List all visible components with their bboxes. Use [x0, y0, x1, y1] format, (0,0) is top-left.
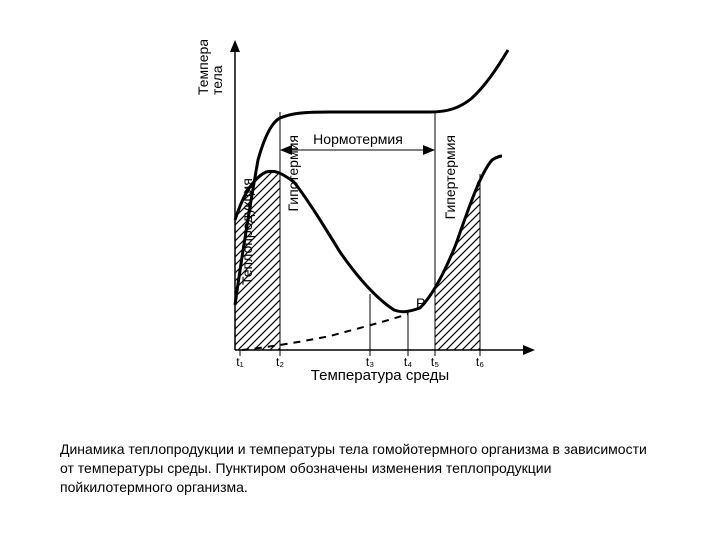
chart-svg: Температура тела Теплопродукция Гипотерм…: [180, 40, 540, 400]
thermoregulation-chart: Температура тела Теплопродукция Гипотерм…: [180, 40, 540, 400]
zone-hypothermia-label: Гипотермия: [285, 135, 301, 212]
zone-hyperthermia-label: Гипертермия: [442, 135, 458, 219]
y-inner-label: Теплопродукция: [239, 178, 255, 285]
figure-caption: Динамика теплопродукции и температуры те…: [60, 440, 660, 497]
tick-t4: t₄: [404, 355, 412, 369]
tick-t2: t₂: [276, 355, 284, 369]
x-axis-arrow: [523, 345, 535, 355]
tick-t3: t₃: [366, 355, 374, 369]
tick-t1: t₁: [236, 355, 243, 369]
y-axis-arrow: [230, 40, 240, 52]
tick-t6: t₆: [476, 355, 484, 369]
p-label: P: [416, 295, 425, 311]
x-axis-label: Температура среды: [311, 367, 449, 384]
y-outer-label-line2: тела: [209, 65, 225, 95]
zone-normothermia-label: Нормотермия: [313, 131, 403, 147]
tick-t5: t₅: [431, 355, 439, 369]
